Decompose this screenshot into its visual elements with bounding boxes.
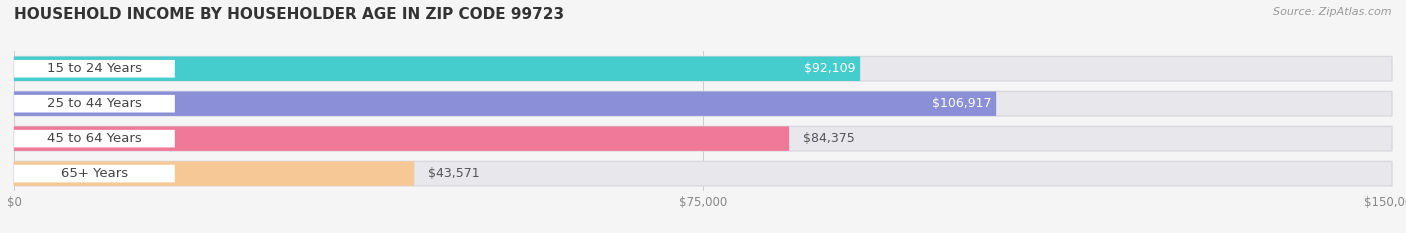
FancyBboxPatch shape	[14, 92, 997, 116]
Text: 25 to 44 Years: 25 to 44 Years	[46, 97, 142, 110]
Text: 45 to 64 Years: 45 to 64 Years	[46, 132, 142, 145]
Text: 65+ Years: 65+ Years	[60, 167, 128, 180]
FancyBboxPatch shape	[14, 161, 1392, 186]
FancyBboxPatch shape	[14, 126, 1392, 151]
Text: 15 to 24 Years: 15 to 24 Years	[46, 62, 142, 75]
FancyBboxPatch shape	[14, 126, 789, 151]
Text: $106,917: $106,917	[932, 97, 991, 110]
FancyBboxPatch shape	[14, 57, 1392, 81]
Text: $84,375: $84,375	[803, 132, 855, 145]
FancyBboxPatch shape	[14, 60, 174, 78]
FancyBboxPatch shape	[14, 161, 415, 186]
FancyBboxPatch shape	[14, 95, 174, 113]
Text: $43,571: $43,571	[427, 167, 479, 180]
FancyBboxPatch shape	[14, 165, 174, 182]
FancyBboxPatch shape	[14, 130, 174, 147]
FancyBboxPatch shape	[14, 92, 1392, 116]
Text: Source: ZipAtlas.com: Source: ZipAtlas.com	[1274, 7, 1392, 17]
Text: $92,109: $92,109	[804, 62, 856, 75]
Text: HOUSEHOLD INCOME BY HOUSEHOLDER AGE IN ZIP CODE 99723: HOUSEHOLD INCOME BY HOUSEHOLDER AGE IN Z…	[14, 7, 564, 22]
FancyBboxPatch shape	[14, 57, 860, 81]
